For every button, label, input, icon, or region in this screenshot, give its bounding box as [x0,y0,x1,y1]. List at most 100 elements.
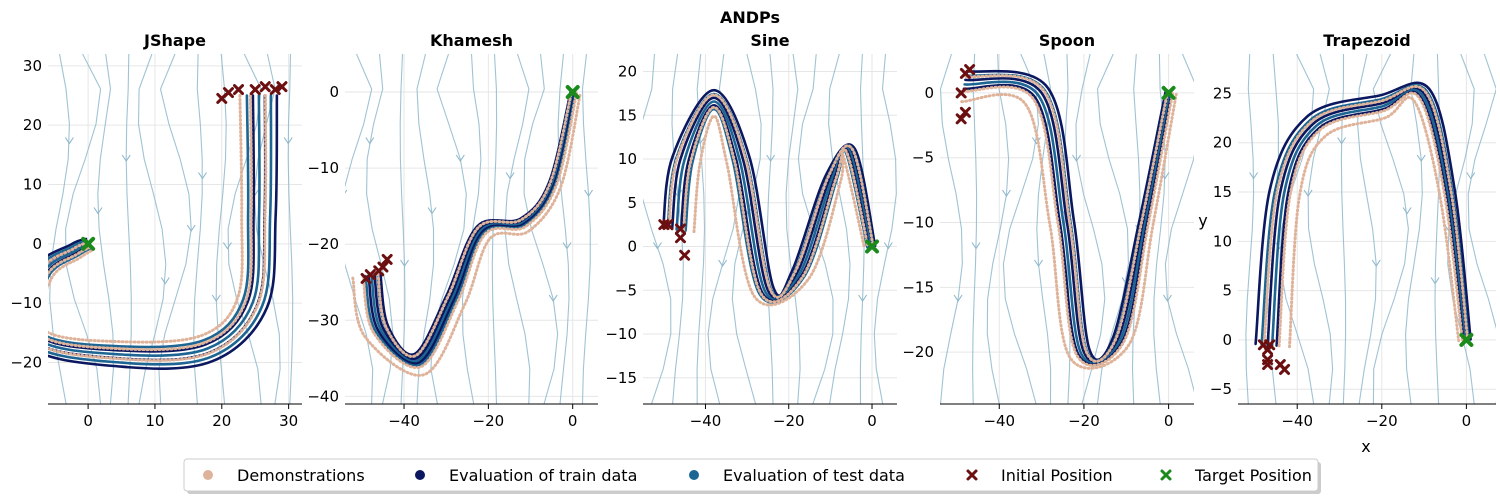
streamline [97,54,114,404]
y-tick-label: 0 [924,84,934,102]
demonstration [964,74,1169,363]
initial-position-marker [222,87,234,99]
suptitle: ANDPs [720,8,780,27]
streamline-arrow [505,172,515,180]
y-tick-label: 10 [618,150,637,168]
y-tick-label: −10 [902,214,934,232]
train-trajectory [1266,86,1468,347]
streamline [731,54,762,404]
streamline-arrow [160,277,170,285]
initial-position-marker [381,253,393,265]
streamline-arrow [198,172,207,180]
subplot-jshape: 0 10 20 30 −20 −10 0 10 20 30 JShape [10,31,302,430]
streamline [253,54,281,404]
streamline [873,54,897,404]
streamline-arrow [1034,259,1043,267]
streamline [1307,54,1334,404]
y-tick-label: 25 [1213,84,1232,102]
x-tick-label: 0 [1164,412,1174,430]
y-tick-label: −5 [615,281,637,299]
y-tick-label: 15 [618,106,637,124]
test-trajectory [376,90,573,359]
train-trajectory [48,94,279,370]
streamline-arrow [400,259,409,267]
demonstration [361,91,579,370]
y-tick-label: −15 [902,278,934,296]
initial-position-marker [955,87,967,99]
streamline [1357,54,1377,404]
test-trajectory [963,80,1172,365]
demonstration [692,114,866,307]
subplot-title: Trapezoid [1323,31,1410,50]
train-trajectory [379,90,572,356]
streamline-arrow [1072,154,1081,162]
streamline [1075,54,1106,404]
initial-position-marker [674,232,686,244]
demonstration [962,85,1174,367]
y-tick-label: 5 [1222,282,1232,300]
train-trajectory [1254,81,1472,346]
streamline [828,54,851,404]
subplot-title: Khamesh [430,31,513,50]
streamline [1405,54,1423,404]
test-trajectory [48,94,261,358]
subplot-sine: −40 −20 0 −15 −10 −5 0 5 10 15 20 Sine [605,31,897,430]
streamline [972,54,978,404]
streamline [523,54,559,404]
y-tick-label: 30 [23,57,42,75]
train-trajectory [367,91,576,365]
streamline [1036,54,1052,404]
streamline-arrow [562,242,572,250]
streamline [785,54,801,404]
demonstration [1277,91,1464,348]
streamline-arrow [1371,259,1381,267]
streamline-arrow [1002,189,1011,197]
initial-position-marker [959,106,971,118]
trajectories [661,88,877,307]
demonstration [48,94,244,344]
y-tick-label: 5 [627,194,637,212]
test-trajectory [364,91,578,367]
y-tick-label: −20 [902,343,934,361]
y-tick-label: 0 [32,235,42,253]
x-tick-label: −20 [1366,412,1398,430]
x-tick-label: −20 [473,412,505,430]
y-tick-label: 0 [329,83,339,101]
initial-position-marker [377,261,389,273]
trajectories [48,94,279,370]
streamline-arrow [1337,137,1347,145]
streamline [581,54,591,404]
y-tick-label: 10 [1213,232,1232,250]
initial-position-marker [964,64,976,76]
initial-position-marker [1262,359,1274,371]
target-position-marker [81,236,96,251]
streamline-arrow [883,242,893,250]
streamline [1340,54,1347,404]
streamline [461,54,482,404]
y-tick-label: 10 [23,176,42,194]
demonstration [1262,85,1470,347]
initial-position-marker [364,269,376,281]
streamline-arrow [365,137,375,145]
legend-item: Target Position [1160,466,1312,485]
target-position-marker [565,85,580,100]
demonstration [667,93,875,299]
initial-position-marker [233,84,244,96]
legend-item: Initial Position [966,466,1113,485]
subplot-trapezoid: −40 −20 0 −5 0 5 10 15 20 25 Trapezoid [1210,31,1496,430]
streamline-arrow [93,207,103,215]
subplot-title: Spoon [1039,31,1095,50]
streamline [940,54,963,404]
x-tick-label: 0 [83,412,93,430]
streamline-arrow [455,154,465,162]
legend-item: Evaluation of train data [415,466,637,485]
x-tick-label: 30 [279,412,298,430]
demonstration [48,94,268,362]
target-position-marker [1459,332,1474,347]
demonstration [351,92,582,377]
streamline [345,54,374,404]
demonstration [960,92,1178,370]
streamline [766,54,774,404]
demonstration [48,94,253,352]
train-trajectory [373,90,574,361]
